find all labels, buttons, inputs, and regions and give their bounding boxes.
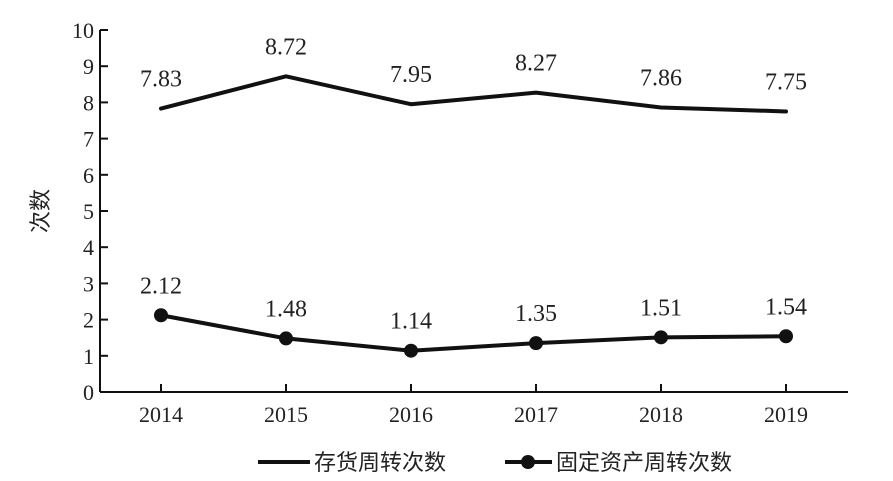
x-tick-label: 2015	[264, 402, 308, 427]
y-tick-label: 2	[83, 308, 94, 333]
series-2-point	[279, 331, 293, 346]
data-labels-layer: 7.83 8.72 7.95 8.27 7.86 7.75 2.12 1.48 1.14 1.35…	[140, 34, 807, 334]
y-tick-label: 1	[83, 344, 94, 369]
series-2-point	[154, 308, 168, 323]
x-axis-ticks: 2014 2015 2016 2017 2018 2019	[139, 384, 808, 427]
x-tick-label: 2017	[514, 402, 558, 427]
legend-label-2: 固定资产周转次数	[556, 451, 732, 476]
x-tick-label: 2019	[764, 402, 808, 427]
y-tick-label: 8	[83, 90, 94, 115]
data-label: 8.27	[515, 51, 557, 77]
x-tick-label: 2016	[389, 402, 433, 427]
data-label: 7.86	[640, 65, 682, 91]
data-label: 1.35	[515, 301, 557, 327]
y-tick-label: 6	[83, 163, 94, 188]
x-tick-label: 2014	[139, 402, 183, 427]
y-axis-ticks: 0 1 2 3 4 5 6 7 8 9 10	[72, 18, 108, 405]
legend-marker-2	[521, 455, 535, 469]
series-layer	[154, 74, 793, 358]
y-tick-label: 5	[83, 199, 94, 224]
data-label: 1.14	[390, 309, 432, 335]
data-label: 2.12	[140, 273, 182, 299]
data-label: 7.83	[140, 67, 182, 93]
series-line-1	[159, 74, 788, 114]
legend: 存货周转次数 固定资产周转次数	[258, 451, 732, 476]
y-tick-label: 10	[72, 18, 94, 43]
y-tick-label: 3	[83, 271, 94, 296]
series-2-point	[654, 330, 668, 345]
y-tick-label: 0	[83, 380, 94, 405]
y-tick-label: 7	[83, 127, 94, 152]
x-tick-label: 2018	[639, 402, 683, 427]
data-label: 1.51	[640, 295, 682, 321]
series-2-point	[779, 329, 793, 344]
data-label: 7.75	[765, 69, 807, 95]
data-label: 1.48	[265, 296, 307, 322]
data-label: 8.72	[265, 34, 307, 60]
y-axis-title-group: 次数	[29, 189, 54, 233]
y-tick-label: 4	[83, 235, 94, 260]
series-line-2	[159, 313, 788, 353]
series-2-point	[404, 343, 418, 358]
data-label: 7.95	[390, 62, 432, 88]
y-axis-title: 次数	[29, 189, 54, 233]
legend-label-1: 存货周转次数	[314, 451, 446, 476]
series-2-point	[529, 336, 543, 351]
y-tick-label: 9	[83, 54, 94, 79]
data-label: 1.54	[765, 294, 807, 320]
